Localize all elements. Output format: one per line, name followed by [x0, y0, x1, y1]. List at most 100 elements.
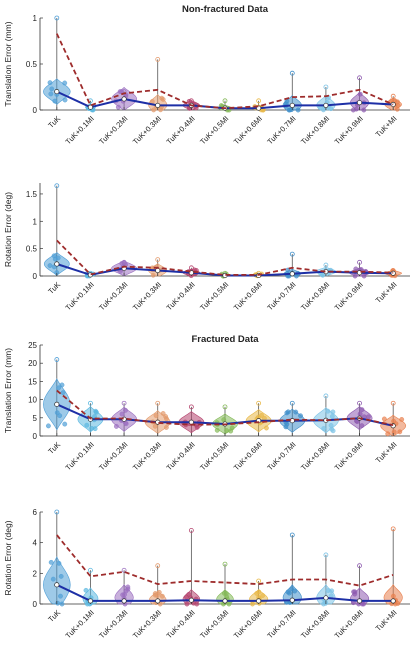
x-tick-label: TuK: [46, 280, 62, 296]
data-point: [320, 272, 326, 278]
chart-panel-2: Rotation Error (deg) 0 0.5 1 1.5 TuK TuK+0.1MI…: [3, 183, 410, 312]
data-point: [120, 592, 126, 598]
outlier-point: [323, 393, 329, 399]
median-marker: [356, 598, 363, 604]
median-marker: [323, 595, 329, 601]
y-tick-label: 0: [33, 272, 38, 281]
x-tick-label: TuK+0.9MI: [333, 608, 365, 640]
x-tick-label: TuK+0.8MI: [299, 114, 331, 146]
outlier-point: [121, 400, 127, 406]
dashed-series-line: [56, 239, 394, 276]
dashed-series-line: [56, 534, 394, 587]
data-point: [321, 426, 327, 431]
data-point: [259, 413, 264, 418]
data-point: [395, 99, 400, 105]
data-point: [152, 423, 158, 429]
outlier-point: [390, 526, 396, 532]
data-point: [59, 601, 65, 607]
data-point: [228, 428, 234, 434]
data-point: [359, 423, 365, 429]
data-point: [93, 409, 99, 415]
data-point: [52, 256, 58, 262]
median-marker: [87, 598, 94, 604]
x-tick-label: TuK+MI: [374, 440, 399, 465]
outlier-point: [289, 532, 295, 538]
outlier-point: [88, 567, 93, 573]
x-tick-label: TuK+0.1MI: [64, 114, 96, 146]
x-tick-label: TuK+0.7MI: [265, 608, 297, 640]
y-tick-label: 1: [33, 217, 38, 226]
x-tick-label: TuK+0.5MI: [198, 280, 230, 312]
data-point: [353, 106, 359, 112]
y-tick-label: 1.5: [26, 190, 38, 199]
data-point: [260, 593, 266, 598]
data-point: [158, 107, 163, 113]
data-point: [399, 417, 405, 422]
data-point: [354, 419, 360, 424]
y-tick-label: 0: [33, 600, 38, 609]
chart-panel-1: Non-fractured Data Translation Error (mm)…: [3, 4, 410, 146]
outlier-point: [222, 98, 228, 104]
median-marker: [54, 261, 60, 267]
data-point: [149, 99, 155, 104]
data-point: [321, 107, 326, 113]
x-tick-label: TuK+0.4MI: [165, 280, 197, 312]
outlier-point: [256, 98, 262, 104]
median-marker: [390, 270, 396, 276]
median-marker: [222, 598, 228, 604]
x-tick-label: TuK: [46, 608, 62, 624]
x-tick-label: TuK+MI: [374, 280, 399, 305]
x-tick-label: TuK+0.4MI: [165, 608, 197, 640]
data-point: [292, 588, 298, 594]
data-point: [89, 426, 95, 431]
y-tick-label: 0: [33, 106, 38, 115]
data-point: [353, 266, 359, 272]
x-tick-label: TuK+0.3MI: [131, 440, 163, 472]
x-tick-label: TuK+0.8MI: [299, 280, 331, 312]
dashed-series-line: [56, 389, 394, 426]
x-tick-label: TuK+0.9MI: [333, 440, 365, 472]
x-tick-label: TuK+0.9MI: [333, 280, 365, 312]
data-point: [325, 408, 331, 414]
data-point: [365, 414, 371, 420]
y-tick-label: 4: [33, 539, 38, 548]
dashed-series-line: [55, 33, 394, 110]
data-point: [153, 413, 159, 418]
data-point: [298, 413, 303, 419]
data-point: [46, 423, 51, 429]
median-marker: [356, 100, 363, 106]
x-tick-label: TuK+0.6MI: [232, 440, 264, 472]
data-point: [395, 601, 401, 606]
data-point: [56, 385, 62, 391]
data-point: [256, 589, 262, 595]
data-point: [159, 593, 165, 599]
data-point: [357, 411, 363, 417]
data-point: [357, 91, 363, 97]
outlier-point: [155, 563, 161, 569]
data-point: [49, 86, 55, 92]
data-point: [329, 588, 335, 594]
data-point: [48, 91, 54, 97]
median-marker: [390, 598, 396, 604]
x-tick-label: TuK+0.2MI: [97, 280, 129, 312]
data-point: [221, 417, 227, 423]
data-point: [328, 422, 334, 428]
data-point: [295, 107, 301, 113]
y-tick-label: 10: [28, 396, 37, 405]
outlier-point: [357, 563, 362, 569]
data-point: [113, 423, 119, 429]
data-point: [264, 425, 269, 431]
data-point: [361, 107, 367, 113]
data-point: [330, 409, 336, 415]
x-tick-label: TuK+0.8MI: [299, 440, 331, 472]
x-tick-label: TuK+0.2MI: [97, 440, 129, 472]
data-point: [385, 431, 391, 437]
x-tick-label: TuK+0.7MI: [265, 280, 297, 312]
data-point: [224, 428, 230, 434]
data-point: [47, 263, 53, 268]
data-point: [117, 89, 123, 95]
y-tick-label: 0.5: [26, 60, 38, 69]
y-tick-label: 25: [28, 341, 37, 350]
data-point: [194, 424, 200, 430]
